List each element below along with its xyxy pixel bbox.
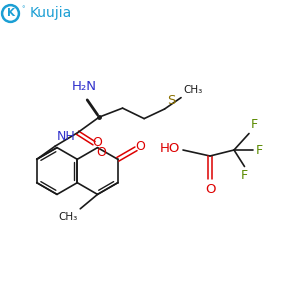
- Text: O: O: [135, 140, 145, 153]
- Text: O: O: [205, 183, 215, 196]
- Text: °: °: [21, 7, 25, 13]
- Text: H₂N: H₂N: [72, 80, 97, 93]
- Text: CH₃: CH₃: [183, 85, 203, 95]
- Text: F: F: [241, 169, 248, 182]
- Text: O: O: [96, 146, 106, 159]
- Text: F: F: [250, 118, 258, 131]
- Text: NH: NH: [56, 130, 75, 143]
- Text: O: O: [93, 136, 103, 149]
- Text: F: F: [256, 143, 263, 157]
- Text: Kuujia: Kuujia: [29, 7, 72, 20]
- Text: CH₃: CH₃: [58, 212, 78, 222]
- Text: S: S: [167, 94, 175, 106]
- Text: HO: HO: [160, 142, 180, 155]
- Text: K: K: [7, 8, 14, 19]
